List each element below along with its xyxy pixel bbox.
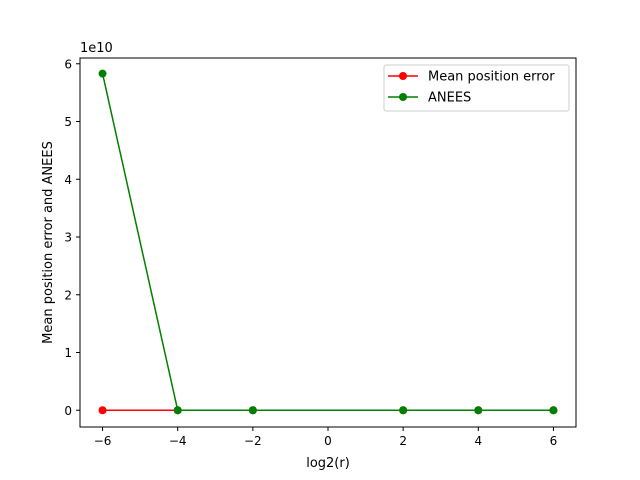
x-tick-label: 2 <box>399 434 407 448</box>
data-point-anees <box>98 69 107 78</box>
y-tick-label: 3 <box>64 231 72 245</box>
legend-box <box>383 64 570 112</box>
legend-marker-anees <box>399 93 407 101</box>
y-tick-label: 5 <box>64 115 72 129</box>
x-tick-label: −4 <box>169 434 187 448</box>
x-tick-label: 0 <box>324 434 332 448</box>
data-point-anees <box>474 406 483 415</box>
y-tick-label: 0 <box>64 404 72 418</box>
series-line-anees <box>101 73 554 411</box>
plot-layer <box>98 69 558 415</box>
x-axis-label: log2(r) <box>306 456 350 471</box>
y-axis: 0 1 2 3 4 5 6 <box>64 57 80 418</box>
legend: Mean position error ANEES <box>383 64 570 112</box>
y-tick-label: 2 <box>64 288 72 302</box>
legend-marker-mean-position-error <box>399 72 407 80</box>
x-tick-label: −2 <box>244 434 262 448</box>
y-axis-label: Mean position error and ANEES <box>41 141 56 344</box>
x-tick-label: 6 <box>550 434 558 448</box>
x-tick-label: −6 <box>94 434 112 448</box>
y-tick-label: 6 <box>64 57 72 71</box>
y-tick-label: 1 <box>64 346 72 360</box>
y-tick-label: 4 <box>64 173 72 187</box>
data-point-anees <box>549 406 558 415</box>
legend-label-mean-position-error: Mean position error <box>428 70 555 85</box>
x-tick-label: 4 <box>474 434 482 448</box>
data-point-anees <box>399 406 408 415</box>
x-axis: −6 −4 −2 0 2 4 6 <box>94 427 558 448</box>
legend-entries: Mean position error ANEES <box>388 70 555 106</box>
data-point-anees <box>248 406 257 415</box>
y-offset-label: 1e10 <box>80 41 113 56</box>
data-point-anees <box>173 406 182 415</box>
legend-label-anees: ANEES <box>428 91 471 106</box>
data-point-mean-position-error <box>98 406 107 415</box>
